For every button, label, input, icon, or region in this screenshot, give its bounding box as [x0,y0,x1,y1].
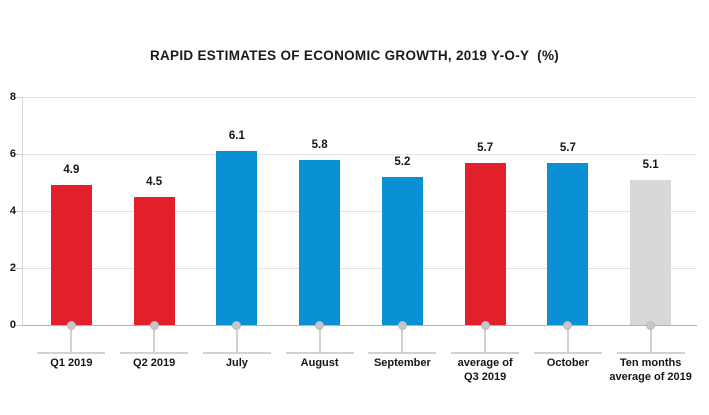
bar-value-label: 5.1 [642,158,659,171]
category-axis-line [37,352,106,354]
y-axis-tick [15,97,22,98]
axis-dot [66,320,76,330]
category-label: September [373,357,431,369]
bar [216,151,258,325]
category-label: Q2 2019 [133,357,176,369]
axis-dot [232,320,242,330]
category-label: Ten months average of 2019 [609,357,692,383]
category-tick-stem [235,325,238,352]
category-tick-stem [649,325,652,352]
category-tick-stem [153,325,156,352]
y-axis-tick [15,154,22,155]
y-axis-label: 8 [9,91,16,103]
bar-value-label: 4.9 [63,164,80,177]
category-axis-line [533,352,602,354]
bar [464,162,506,325]
chart-title: RAPID ESTIMATES OF ECONOMIC GROWTH, 2019… [149,48,560,63]
category-tick-stem [318,325,321,352]
bar [547,162,589,325]
bar-value-label: 6.1 [228,130,245,143]
category-tick-stem [484,325,487,352]
gridline [22,154,697,155]
y-axis-label: 0 [9,319,16,331]
category-label: average of Q3 2019 [457,357,513,383]
bar [299,159,341,325]
axis-dot [646,320,656,330]
category-tick-stem [401,325,404,352]
gridline [22,211,697,212]
axis-dot [149,320,159,330]
category-tick-stem [566,325,569,352]
y-axis-label: 6 [9,148,16,160]
y-axis-tick [15,268,22,269]
y-axis-tick [15,211,22,212]
category-label: August [300,357,339,369]
axis-dot [563,320,573,330]
bar [50,185,92,325]
category-axis-line [616,352,685,354]
y-axis-tick [15,325,22,326]
bar-value-label: 5.8 [311,138,328,151]
axis-dot [480,320,490,330]
axis-dot [315,320,325,330]
gridline [22,268,697,269]
category-tick-stem [70,325,73,352]
category-label: October [546,357,589,369]
category-axis-line [451,352,520,354]
bar-value-label: 5.2 [394,155,411,168]
bar-value-label: 4.5 [146,175,163,188]
bar-value-label: 5.7 [559,141,576,154]
category-label: Q1 2019 [50,357,93,369]
axis-dot [397,320,407,330]
bar [630,179,672,325]
category-axis-line [202,352,271,354]
category-label: July [225,357,248,369]
category-axis-line [368,352,437,354]
y-axis-line [22,97,23,325]
bar-value-label: 5.7 [477,141,494,154]
category-axis-line [285,352,354,354]
bar [133,196,175,325]
y-axis-label: 2 [9,262,16,274]
gridline [22,97,697,98]
category-axis-line [120,352,189,354]
x-axis-line [22,325,697,326]
y-axis-label: 4 [9,205,16,217]
bar [381,176,423,325]
